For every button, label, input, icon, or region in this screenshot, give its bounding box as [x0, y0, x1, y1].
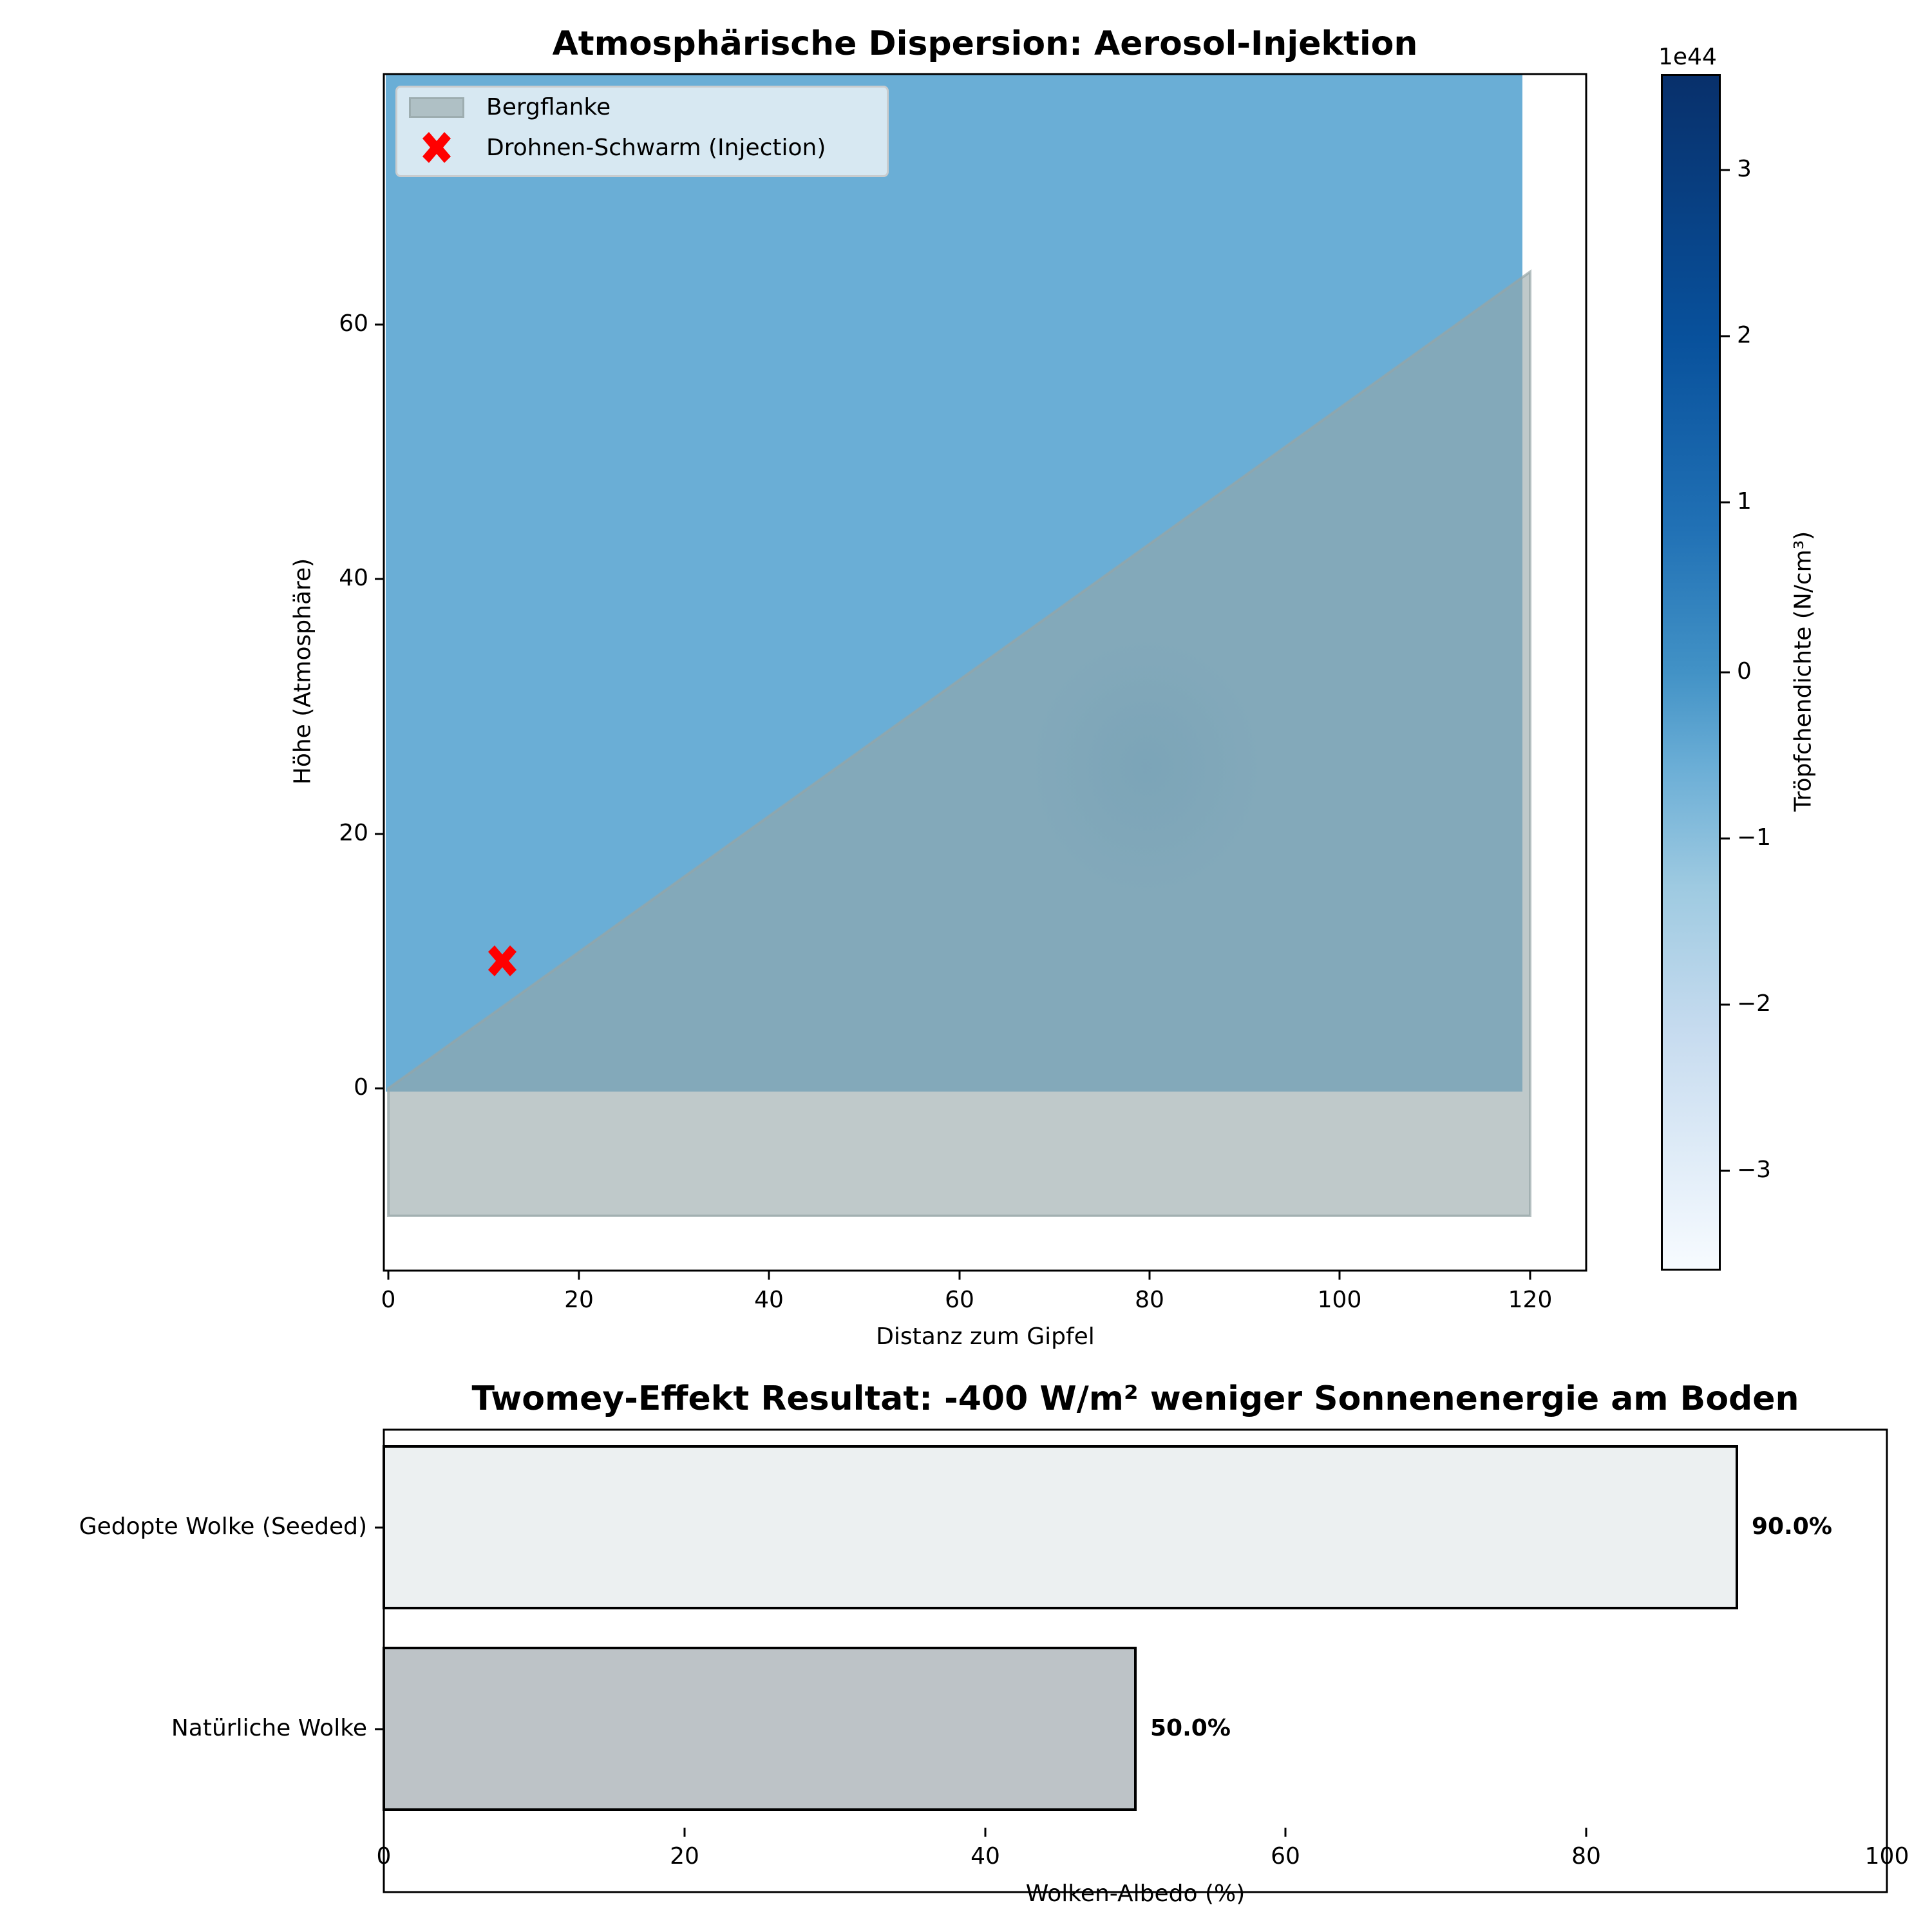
mountain-flank: [387, 269, 1531, 1217]
top-x-tick-label: 0: [381, 1287, 396, 1313]
bottom-x-tick-label: 100: [1864, 1843, 1909, 1870]
legend-label-mountain: Bergflanke: [486, 94, 611, 120]
colorbar-tick-label: −1: [1737, 824, 1772, 851]
top-x-tick-label: 80: [1135, 1287, 1164, 1313]
top-plot-area: [375, 73, 1587, 1280]
colorbar-tick-label: 0: [1737, 658, 1752, 685]
bar-value-label: 50.0%: [1150, 1715, 1231, 1741]
legend-label-marker: Drohnen-Schwarm (Injection): [486, 134, 826, 161]
top-y-tick-label: 20: [339, 820, 368, 846]
colorbar-ticks: [1721, 169, 1730, 1172]
colorbar-tick-label: 2: [1737, 322, 1752, 348]
dispersion-pattern: [1030, 638, 1262, 895]
top-x-axis-label: Distanz zum Gipfel: [876, 1323, 1095, 1350]
colorbar-tick-label: −3: [1737, 1157, 1772, 1183]
bottom-x-tick-label: 80: [1571, 1843, 1601, 1870]
top-x-tick-label: 20: [564, 1287, 594, 1313]
bar-natural: [383, 1647, 1137, 1811]
mountain-swatch-icon: [409, 97, 464, 118]
bottom-x-tick-label: 20: [670, 1843, 699, 1870]
top-y-tick-label: 40: [339, 565, 368, 591]
top-y-axis-label: Höhe (Atmosphäre): [289, 558, 316, 785]
colorbar-tick-label: 1: [1737, 488, 1752, 515]
colorbar-label: Tröpfchendichte (N/cm³): [1790, 531, 1817, 812]
top-x-tick-label: 40: [754, 1287, 784, 1313]
bottom-x-tick-label: 0: [376, 1843, 392, 1870]
bar-category-label: Natürliche Wolke: [171, 1715, 367, 1741]
drone-marker-icon: [422, 132, 451, 163]
bar-value-label: 90.0%: [1752, 1513, 1832, 1540]
bottom-chart-title: Twomey-Effekt Resultat: -400 W/m² wenige…: [471, 1379, 1799, 1418]
top-y-tick-label: 60: [339, 310, 368, 337]
top-legend: Bergflanke Drohnen-Schwarm (Injection): [395, 86, 889, 177]
top-x-tick-label: 100: [1317, 1287, 1362, 1313]
top-y-tick-label: 0: [354, 1074, 368, 1101]
drone-swarm-marker: [488, 945, 516, 976]
bottom-x-tick-label: 60: [1271, 1843, 1300, 1870]
colorbar-tick-label: 3: [1737, 156, 1752, 182]
bar-seeded: [383, 1445, 1738, 1609]
bottom-x-axis-label: Wolken-Albedo (%): [1025, 1880, 1245, 1907]
colorbar-offset-text: 1e44: [1658, 44, 1717, 70]
bottom-x-tick-label: 40: [971, 1843, 1000, 1870]
top-x-tick-label: 120: [1508, 1287, 1553, 1313]
top-axes-frame: [383, 73, 1587, 1272]
bar-category-label: Gedopte Wolke (Seeded): [79, 1513, 367, 1540]
bottom-axes-frame: [383, 1428, 1888, 1893]
top-y-ticks: [375, 323, 384, 1090]
colorbar-tick-label: −2: [1737, 990, 1772, 1017]
top-x-ticks: [387, 1271, 1531, 1280]
top-x-tick-label: 60: [945, 1287, 974, 1313]
bottom-plot-area: [375, 1428, 1888, 1893]
top-chart-title: Atmosphärische Dispersion: Aerosol-Injek…: [552, 24, 1418, 63]
colorbar: [1661, 74, 1721, 1271]
